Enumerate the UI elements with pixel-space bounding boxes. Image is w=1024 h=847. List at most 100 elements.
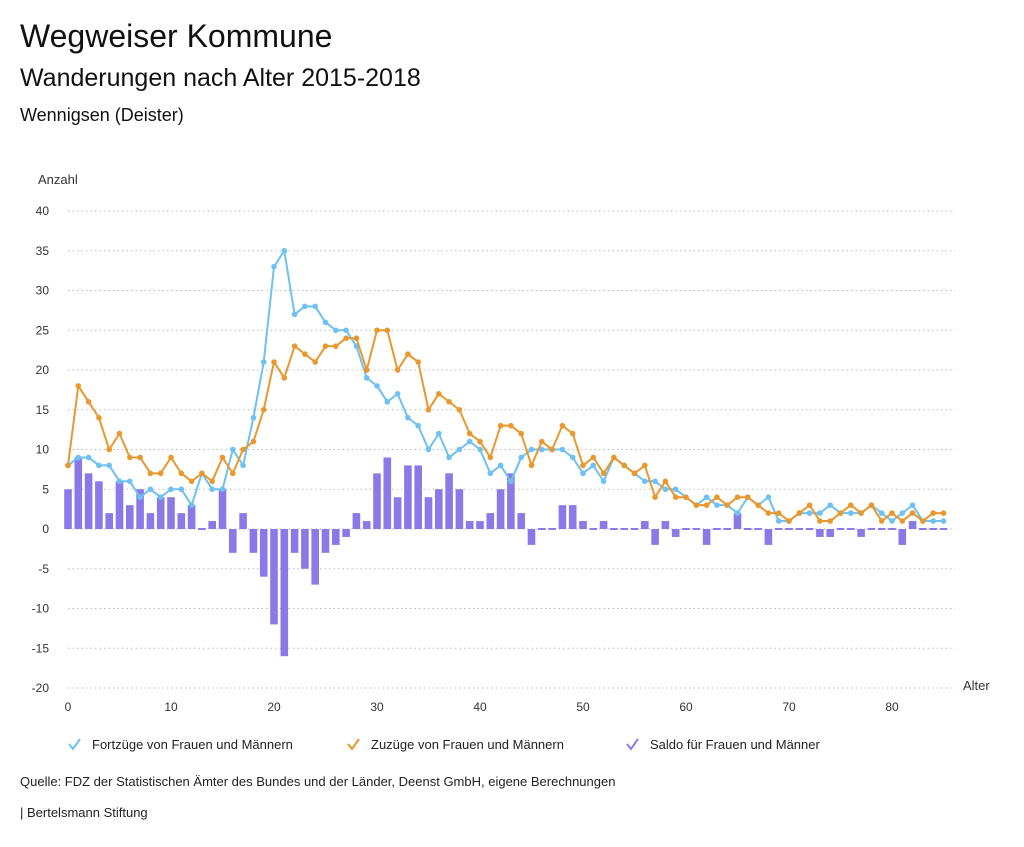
zuzuege-point[interactable] — [672, 494, 679, 501]
fortzuege-point[interactable] — [425, 446, 432, 453]
fortzuege-point[interactable] — [333, 327, 339, 334]
saldo-bar[interactable] — [620, 528, 628, 530]
fortzuege-point[interactable] — [477, 446, 483, 453]
fortzuege-point[interactable] — [765, 494, 772, 501]
fortzuege-point[interactable] — [219, 486, 226, 493]
saldo-bar[interactable] — [929, 528, 937, 530]
saldo-bar[interactable] — [527, 529, 536, 545]
zuzuege-point[interactable] — [116, 430, 123, 437]
saldo-bar[interactable] — [630, 528, 639, 530]
zuzuege-point[interactable] — [333, 343, 339, 349]
saldo-bar[interactable] — [939, 528, 948, 530]
zuzuege-point[interactable] — [157, 470, 164, 477]
saldo-bar[interactable] — [702, 529, 711, 545]
zuzuege-point[interactable] — [230, 470, 236, 477]
zuzuege-point[interactable] — [652, 494, 658, 501]
fortzuege-point[interactable] — [291, 311, 298, 318]
zuzuege-point[interactable] — [271, 359, 277, 365]
saldo-bar[interactable] — [352, 513, 361, 529]
saldo-bar[interactable] — [167, 497, 175, 529]
saldo-bar[interactable] — [239, 513, 247, 529]
saldo-bar[interactable] — [908, 521, 917, 529]
saldo-bar[interactable] — [774, 528, 783, 530]
zuzuege-point[interactable] — [384, 327, 391, 334]
fortzuege-point[interactable] — [75, 454, 82, 461]
fortzuege-point[interactable] — [384, 399, 391, 405]
fortzuege-point[interactable] — [672, 486, 679, 493]
saldo-bar[interactable] — [877, 528, 886, 530]
saldo-bar[interactable] — [74, 457, 83, 529]
saldo-bar[interactable] — [754, 528, 762, 530]
legend-item-saldo[interactable]: Saldo für Frauen und Männer — [626, 737, 820, 752]
zuzuege-point[interactable] — [456, 406, 463, 413]
saldo-bar[interactable] — [898, 529, 907, 545]
saldo-bar[interactable] — [105, 513, 113, 529]
saldo-bar[interactable] — [126, 505, 134, 529]
zuzuege-point[interactable] — [291, 343, 298, 349]
zuzuege-point[interactable] — [188, 478, 195, 485]
zuzuege-point[interactable] — [806, 502, 813, 508]
legend-item-fortzuege[interactable]: Fortzüge von Frauen und Männern — [68, 737, 293, 752]
zuzuege-point[interactable] — [106, 446, 112, 453]
zuzuege-point[interactable] — [642, 462, 648, 469]
saldo-bar[interactable] — [568, 505, 577, 529]
zuzuege-point[interactable] — [302, 351, 308, 357]
saldo-bar[interactable] — [115, 481, 124, 529]
zuzuege-point[interactable] — [394, 367, 401, 373]
zuzuege-point[interactable] — [312, 359, 319, 365]
saldo-bar[interactable] — [455, 489, 464, 529]
fortzuege-point[interactable] — [106, 462, 112, 469]
saldo-bar[interactable] — [507, 473, 515, 529]
fortzuege-point[interactable] — [590, 462, 597, 469]
zuzuege-point[interactable] — [446, 399, 452, 405]
saldo-bar[interactable] — [579, 521, 587, 529]
saldo-bar[interactable] — [198, 528, 206, 530]
zuzuege-point[interactable] — [137, 454, 143, 461]
saldo-bar[interactable] — [682, 528, 690, 530]
zuzuege-point[interactable] — [920, 518, 926, 524]
zuzuege-point[interactable] — [199, 470, 205, 477]
fortzuege-point[interactable] — [343, 327, 349, 334]
saldo-bar[interactable] — [208, 521, 216, 529]
zuzuege-point[interactable] — [240, 446, 246, 453]
fortzuege-point[interactable] — [116, 478, 123, 485]
saldo-bar[interactable] — [84, 473, 93, 529]
zuzuege-point[interactable] — [786, 518, 792, 524]
saldo-bar[interactable] — [177, 513, 186, 529]
saldo-bar[interactable] — [847, 528, 855, 530]
fortzuege-point[interactable] — [889, 518, 895, 524]
zuzuege-point[interactable] — [168, 454, 174, 461]
zuzuege-point[interactable] — [477, 438, 483, 445]
saldo-bar[interactable] — [733, 513, 742, 529]
saldo-bar[interactable] — [362, 521, 371, 529]
saldo-bar[interactable] — [538, 528, 546, 530]
fortzuege-point[interactable] — [436, 430, 442, 437]
saldo-bar[interactable] — [919, 528, 927, 530]
fortzuege-point[interactable] — [240, 462, 246, 469]
fortzuege-point[interactable] — [487, 470, 494, 477]
zuzuege-point[interactable] — [755, 502, 761, 508]
zuzuege-point[interactable] — [497, 422, 504, 429]
fortzuege-point[interactable] — [188, 502, 195, 508]
saldo-bar[interactable] — [424, 497, 433, 529]
zuzuege-point[interactable] — [178, 470, 185, 477]
fortzuege-point[interactable] — [260, 359, 267, 365]
zuzuege-point[interactable] — [600, 470, 607, 477]
zuzuege-point[interactable] — [775, 510, 782, 516]
zuzuege-point[interactable] — [621, 462, 627, 469]
zuzuege-point[interactable] — [363, 367, 370, 373]
zuzuege-point[interactable] — [703, 502, 710, 508]
fortzuege-point[interactable] — [96, 462, 102, 469]
zuzuege-point[interactable] — [374, 327, 380, 334]
saldo-bar[interactable] — [661, 521, 670, 529]
saldo-bar[interactable] — [836, 528, 845, 530]
zuzuege-point[interactable] — [745, 494, 751, 501]
fortzuege-point[interactable] — [178, 486, 185, 493]
zuzuege-point[interactable] — [85, 399, 92, 405]
fortzuege-point[interactable] — [569, 454, 576, 461]
fortzuege-point[interactable] — [250, 414, 257, 421]
zuzuege-point[interactable] — [127, 454, 133, 461]
saldo-bar[interactable] — [558, 505, 567, 529]
zuzuege-point[interactable] — [590, 454, 597, 461]
fortzuege-point[interactable] — [559, 446, 566, 453]
